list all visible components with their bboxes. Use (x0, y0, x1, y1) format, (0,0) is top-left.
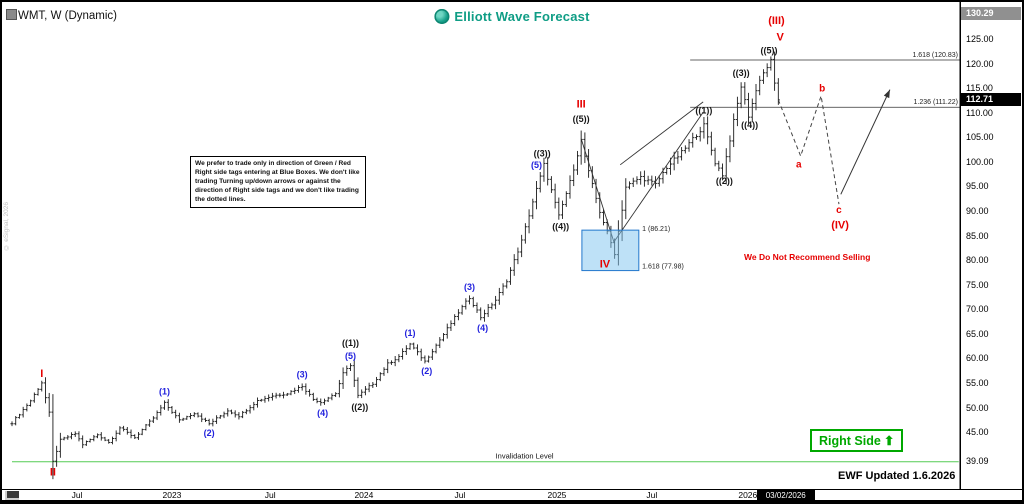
wave-label: (3) (464, 282, 475, 292)
x-axis-tick: 2026 (738, 490, 758, 500)
trading-disclaimer-note: We prefer to trade only in direction of … (190, 156, 366, 209)
no-sell-note: We Do Not Recommend Selling (744, 252, 871, 262)
right-side-badge: Right Side ⬆ (810, 429, 904, 452)
wave-label: (5) (531, 160, 542, 170)
wave-label: (3) (297, 370, 308, 380)
y-axis-tick: 90.00 (966, 206, 989, 216)
projection-path (777, 95, 840, 205)
copyright-watermark: © eSignal, 2026 (3, 202, 10, 251)
ewf-logo-icon (434, 9, 450, 24)
wave-label: ((4)) (741, 120, 758, 130)
time-axis[interactable]: Jul 2023 Jul 2024 Jul 2025 Jul 2026 03/02/2026 (2, 489, 1022, 500)
wave-label: (2) (204, 428, 215, 438)
x-axis-tick: 2024 (354, 490, 374, 500)
x-axis-tick: 2025 (547, 490, 567, 500)
wave-label: V (777, 32, 785, 44)
wave-label: I (40, 368, 43, 380)
trend-line (619, 101, 704, 166)
x-axis-tick: Jul (264, 490, 276, 500)
brand-name: Elliott Wave Forecast (454, 9, 590, 24)
current-date-badge: 03/02/2026 (756, 490, 815, 500)
wave-label: b (819, 84, 825, 95)
wave-label: III (577, 98, 586, 110)
price-chart-plot[interactable]: Invalidation Level 1.618 (120.83) 1.236 (1… (2, 2, 1024, 489)
wave-label: (4) (477, 323, 488, 333)
arrow-head-icon (883, 89, 890, 99)
y-axis-tick: 95.00 (966, 181, 989, 192)
x-axis-tick: Jul (71, 490, 83, 500)
wave-label: (IV) (831, 219, 849, 231)
y-axis-tick: 60.00 (966, 353, 989, 364)
wave-label: ((4)) (552, 221, 569, 231)
wave-label: ((3)) (534, 149, 551, 159)
wave-label: (1) (405, 328, 416, 338)
trend-line (580, 138, 615, 243)
up-arrow-icon: ⬆ (883, 434, 895, 448)
wave-label: IV (600, 259, 611, 271)
projection-arrow (840, 89, 891, 195)
y-axis-tick: 85.00 (966, 230, 989, 241)
wave-label: (4) (317, 408, 328, 418)
invalidation-label: Invalidation Level (496, 452, 554, 461)
updated-timestamp: EWF Updated 1.6.2026 (838, 470, 956, 482)
y-axis-tick: 125.00 (966, 33, 994, 44)
fib-label: 1.618 (120.83) (912, 52, 958, 59)
fib-label: 1.236 (111.22) (914, 99, 959, 106)
wave-label: c (836, 205, 842, 216)
wave-label: ((5)) (761, 45, 778, 55)
y-axis-tick: 110.00 (966, 107, 993, 118)
wave-label: a (796, 159, 802, 170)
x-axis-tick: Jul (646, 490, 658, 500)
right-side-label: Right Side (819, 433, 881, 448)
wave-label: (2) (421, 366, 432, 376)
wave-label: ((2)) (351, 402, 368, 412)
price-bars (10, 51, 780, 480)
fib-label: 1 (86.21) (642, 226, 670, 233)
price-axis[interactable]: 125.00 120.00 115.00 110.00 105.00 100.00 95.0… (960, 2, 1022, 489)
trend-line (613, 111, 704, 243)
y-axis-tick: 65.00 (966, 328, 989, 339)
y-axis-tick: 75.00 (966, 279, 989, 290)
y-axis-tick: 115.00 (966, 83, 993, 94)
chart-title: WMT, W (Dynamic) (18, 10, 118, 22)
y-axis-tick: 80.00 (966, 255, 989, 266)
wave-label: (1) (159, 386, 170, 396)
wave-label: ((2)) (716, 176, 733, 186)
y-axis-tick: 105.00 (966, 132, 994, 143)
y-axis-tick: 55.00 (966, 378, 989, 389)
blue-box (581, 229, 640, 272)
y-axis-tick: 100.00 (966, 156, 994, 167)
y-axis-tick: 70.00 (966, 304, 989, 315)
wave-label: ((1)) (342, 338, 359, 348)
wave-label: ((3)) (733, 68, 750, 78)
wave-label: II (50, 466, 56, 478)
esignal-icon[interactable] (5, 491, 19, 500)
wave-label: ((5)) (573, 114, 590, 124)
x-axis-tick: 2023 (162, 490, 182, 500)
fib-label: 1.618 (77.98) (642, 264, 684, 271)
last-price-badge: 112.71 (961, 93, 1021, 107)
wave-label: ((1)) (695, 105, 712, 115)
app-icon[interactable] (6, 9, 17, 20)
x-axis-tick: Jul (454, 490, 466, 500)
wave-label: (III) (768, 15, 785, 27)
high-price-badge: 130.29 (961, 6, 1021, 20)
y-axis-tick: 120.00 (966, 58, 994, 69)
y-axis-tick: 45.00 (966, 427, 989, 438)
y-axis-tick: 50.00 (966, 402, 989, 413)
y-axis-tick: 39.09 (966, 456, 989, 467)
wave-label: (5) (345, 351, 356, 361)
brand: Elliott Wave Forecast (434, 9, 589, 24)
